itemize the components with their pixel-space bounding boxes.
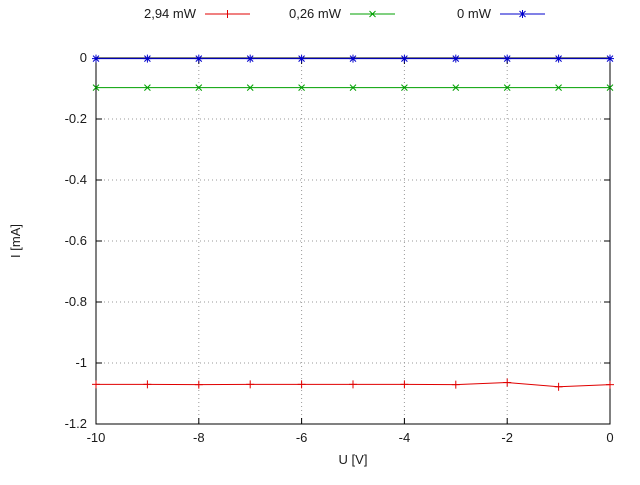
x-tick-label: -10 <box>87 430 106 445</box>
cross-marker-icon <box>298 84 305 91</box>
y-tick-label: -0.6 <box>65 233 87 248</box>
asterisk-marker-icon <box>452 55 460 62</box>
legend-label: 0,26 mW <box>289 6 342 21</box>
y-tick-label: -0.4 <box>65 172 87 187</box>
asterisk-marker-icon <box>246 55 254 62</box>
y-tick-label: -1 <box>75 355 87 370</box>
cross-marker-icon <box>606 84 614 91</box>
cross-marker-icon <box>401 84 408 91</box>
legend-entry-2: 0 mW <box>457 6 545 21</box>
asterisk-marker-icon <box>555 55 562 62</box>
series-2 <box>92 54 614 63</box>
legend-entry-0: 2,94 mW <box>144 6 250 21</box>
grid <box>96 58 610 424</box>
x-tick-label: -2 <box>501 430 513 445</box>
cross-marker-icon <box>452 84 460 91</box>
cross-marker-icon <box>369 10 376 18</box>
x-tick-label: -8 <box>193 430 205 445</box>
asterisk-marker-icon <box>298 55 305 62</box>
asterisk-marker-icon <box>519 10 526 18</box>
cross-marker-icon <box>246 84 254 91</box>
y-axis-label: I [mA] <box>8 224 23 258</box>
legend-label: 2,94 mW <box>144 6 197 21</box>
cross-marker-icon <box>503 84 511 91</box>
series-0 <box>92 378 614 391</box>
asterisk-marker-icon <box>195 55 203 62</box>
legend: 2,94 mW 0,26 mW 0 mW <box>144 6 545 21</box>
series-1 <box>92 84 614 91</box>
asterisk-marker-icon <box>144 55 151 62</box>
asterisk-marker-icon <box>503 55 511 62</box>
asterisk-marker-icon <box>92 55 100 62</box>
y-tick-label: 0 <box>80 50 87 65</box>
y-tick-label: -1.2 <box>65 416 87 431</box>
cross-marker-icon <box>555 84 562 91</box>
x-tick-label: -6 <box>296 430 308 445</box>
asterisk-marker-icon <box>401 55 408 62</box>
x-tick-label: 0 <box>606 430 613 445</box>
legend-entry-1: 0,26 mW <box>289 6 395 21</box>
cross-marker-icon <box>92 84 100 91</box>
legend-label: 0 mW <box>457 6 492 21</box>
x-axis-label: U [V] <box>339 452 368 467</box>
x-tick-label: -4 <box>399 430 411 445</box>
y-tick-label: -0.2 <box>65 111 87 126</box>
y-tick-label: -0.8 <box>65 294 87 309</box>
asterisk-marker-icon <box>606 55 614 62</box>
series <box>92 54 614 391</box>
cross-marker-icon <box>349 84 357 91</box>
asterisk-marker-icon <box>349 55 357 62</box>
cross-marker-icon <box>144 84 151 91</box>
cross-marker-icon <box>195 84 203 91</box>
